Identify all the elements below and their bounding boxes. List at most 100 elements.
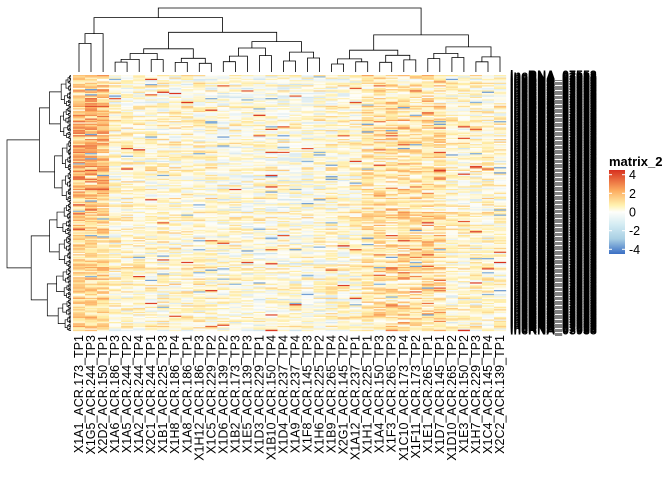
heatmap-cell xyxy=(121,194,134,196)
heatmap-cell xyxy=(145,131,158,133)
heatmap-cell xyxy=(385,81,398,83)
heatmap-cell xyxy=(469,94,483,96)
heatmap-cell xyxy=(73,199,86,201)
heatmap-cell xyxy=(325,181,338,183)
heatmap-cell xyxy=(205,90,218,92)
heatmap-cell xyxy=(193,196,206,199)
heatmap-cell xyxy=(409,242,422,245)
heatmap-cell xyxy=(493,176,507,178)
heatmap-cell xyxy=(277,194,290,196)
heatmap-cell xyxy=(337,186,350,188)
heatmap-cell xyxy=(73,188,86,191)
heatmap-cell xyxy=(289,206,302,209)
dendrogram-branch xyxy=(60,83,66,100)
heatmap-cell xyxy=(229,214,242,216)
heatmap-cell xyxy=(301,182,314,184)
heatmap-cell xyxy=(181,132,194,135)
heatmap-cell xyxy=(145,192,158,195)
heatmap-cell xyxy=(133,81,146,83)
heatmap-cell xyxy=(493,179,507,182)
heatmap-cell xyxy=(493,214,507,216)
heatmap-cell xyxy=(421,103,434,105)
heatmap-cell xyxy=(217,154,230,156)
heatmap-cell xyxy=(217,203,230,205)
heatmap-cell xyxy=(265,92,278,95)
heatmap-cell xyxy=(253,169,266,172)
heatmap-cell xyxy=(301,154,314,156)
heatmap-cell xyxy=(313,178,326,181)
heatmap-cell xyxy=(421,133,434,136)
heatmap-cell xyxy=(241,162,254,164)
heatmap-cell xyxy=(361,172,374,174)
heatmap-cell xyxy=(493,131,507,133)
heatmap-cell xyxy=(97,218,110,220)
heatmap-cell xyxy=(121,174,134,177)
heatmap-cell xyxy=(349,75,362,77)
heatmap-cell xyxy=(73,149,86,151)
heatmap-cell xyxy=(313,131,326,133)
heatmap-cell xyxy=(133,188,146,191)
heatmap-cell xyxy=(457,232,471,234)
heatmap-cell xyxy=(277,163,290,165)
heatmap-cell xyxy=(133,158,146,160)
heatmap-cell xyxy=(229,86,242,88)
heatmap-cell xyxy=(157,136,170,138)
heatmap-cell xyxy=(397,160,410,163)
heatmap-cell xyxy=(409,85,422,87)
heatmap-cell xyxy=(385,136,398,138)
heatmap-cell xyxy=(421,99,434,101)
heatmap-cell xyxy=(301,159,314,161)
heatmap-cell xyxy=(409,194,422,196)
heatmap-cell xyxy=(229,94,242,96)
heatmap-cell xyxy=(169,104,182,106)
heatmap-cell xyxy=(493,122,507,124)
heatmap-cell xyxy=(145,191,158,193)
heatmap-cell xyxy=(277,75,290,77)
heatmap-cell xyxy=(337,176,350,178)
heatmap-cell xyxy=(301,232,314,234)
heatmap-cell xyxy=(373,179,386,182)
heatmap-cell xyxy=(85,130,98,132)
heatmap-cell xyxy=(409,177,422,179)
heatmap-cell xyxy=(373,101,386,104)
heatmap-cell xyxy=(361,136,374,138)
heatmap-cell xyxy=(241,140,254,142)
heatmap-cell xyxy=(157,236,170,238)
heatmap-cell xyxy=(397,242,410,245)
heatmap-cell xyxy=(361,149,374,151)
heatmap-cell xyxy=(229,90,242,92)
dendrogram-branch xyxy=(69,103,71,106)
heatmap-cell xyxy=(361,215,374,218)
heatmap-cell xyxy=(361,104,374,106)
heatmap-cell xyxy=(457,231,471,233)
heatmap-cell xyxy=(181,136,194,138)
heatmap-cell xyxy=(361,208,374,210)
heatmap-cell xyxy=(265,168,278,170)
heatmap-cell xyxy=(361,201,374,204)
heatmap-cell xyxy=(325,87,338,90)
heatmap-cell xyxy=(157,135,170,137)
heatmap-cell xyxy=(481,121,495,123)
heatmap-cell xyxy=(229,123,242,126)
heatmap-cell xyxy=(133,140,146,142)
heatmap-cell xyxy=(97,151,110,154)
heatmap-cell xyxy=(265,130,278,132)
heatmap-cell xyxy=(301,141,314,143)
heatmap-cell xyxy=(85,172,98,174)
heatmap-cell xyxy=(97,233,110,236)
heatmap-cell xyxy=(193,214,206,216)
heatmap-cell xyxy=(361,167,374,169)
heatmap-cell xyxy=(481,224,495,227)
heatmap-cell xyxy=(337,78,350,81)
heatmap-cell xyxy=(85,162,98,164)
heatmap-cell xyxy=(445,149,459,151)
heatmap-cell xyxy=(145,226,158,228)
heatmap-cell xyxy=(229,115,242,118)
heatmap-cell xyxy=(457,135,471,137)
heatmap-cell xyxy=(469,206,483,209)
heatmap-cell xyxy=(397,163,410,165)
heatmap-cell xyxy=(133,169,146,172)
heatmap-cell xyxy=(85,136,98,138)
heatmap-cell xyxy=(409,101,422,104)
heatmap-cell xyxy=(469,208,483,210)
